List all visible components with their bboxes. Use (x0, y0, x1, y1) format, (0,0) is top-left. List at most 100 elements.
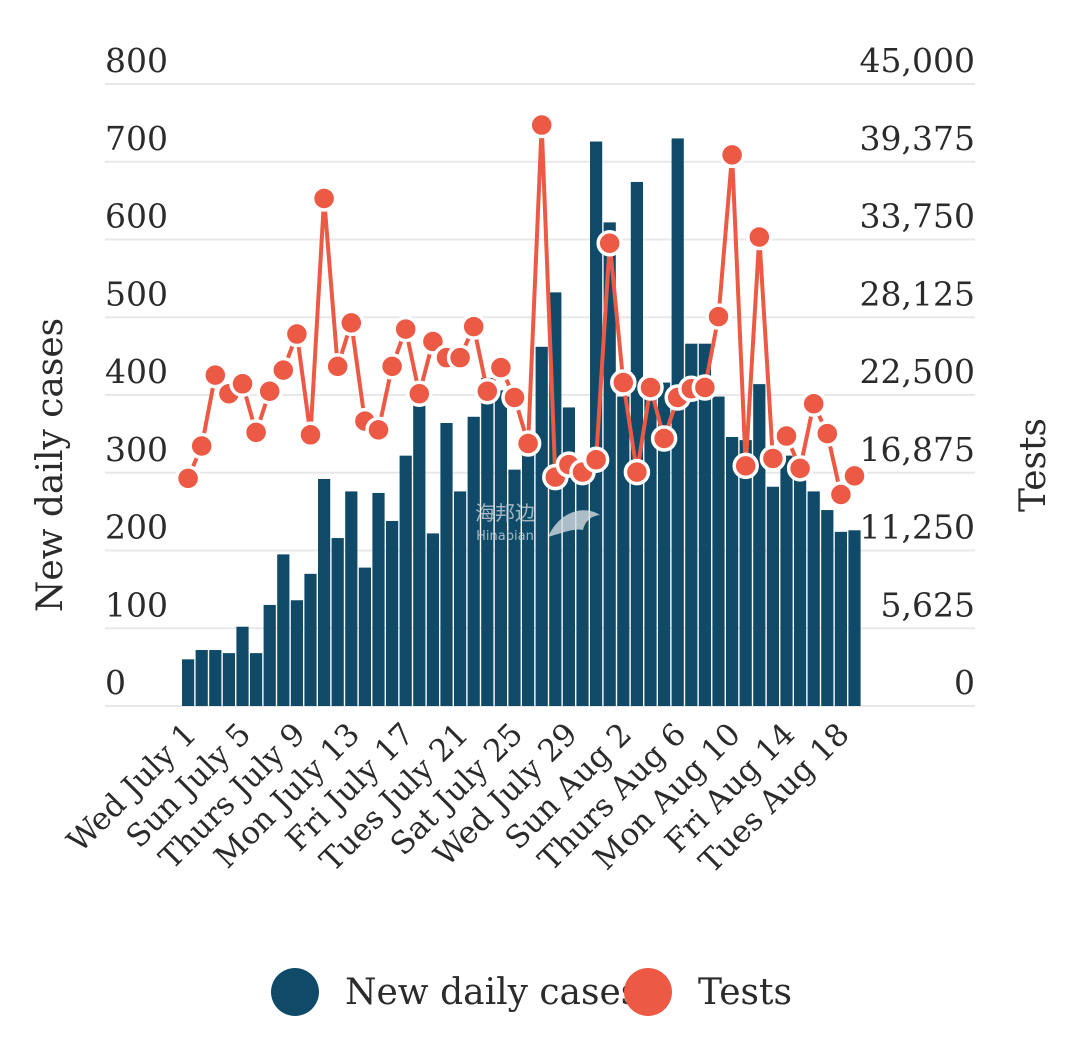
cases-bar (644, 379, 657, 706)
tests-point (514, 430, 542, 457)
watermark-line1: 海邦边 (475, 501, 535, 525)
tests-point (786, 455, 814, 482)
y-right-tick-label: 22,500 (860, 352, 975, 391)
tests-point (310, 185, 338, 212)
tests-point (718, 141, 746, 169)
y-left-tick-label: 800 (105, 41, 168, 80)
cases-bar (617, 396, 630, 706)
cases-bar (290, 600, 303, 706)
cases-bar (576, 471, 589, 706)
cases-bar (671, 138, 684, 707)
cases-bars (182, 138, 861, 707)
tests-point (297, 421, 324, 449)
y-axis-left-ticks: 800 700 600 500 400 300 200 100 0 (105, 41, 168, 702)
cases-bar (685, 343, 698, 706)
cases-bar (277, 554, 290, 706)
tests-point (637, 374, 664, 401)
cases-bar (222, 653, 235, 706)
cases-bar (182, 659, 195, 706)
cases-bar (821, 510, 834, 706)
tests-point (528, 111, 555, 139)
cases-bar (345, 491, 358, 706)
cases-bar (304, 573, 317, 706)
y-axis-right-title: Tests (1013, 418, 1054, 512)
cases-bar (603, 222, 616, 706)
tests-point (270, 356, 297, 384)
cases-bar (780, 455, 793, 706)
y-right-tick-label: 0 (954, 663, 975, 702)
tests-point (759, 445, 787, 472)
tests-point (800, 390, 827, 417)
tests-point (256, 378, 283, 405)
cases-bar (753, 384, 766, 706)
cases-bar (209, 650, 222, 706)
cases-bar (630, 181, 643, 707)
tests-point (596, 229, 623, 257)
tests-point (324, 353, 351, 380)
tests-point (174, 465, 202, 492)
tests-point (460, 313, 487, 340)
tests-point (841, 462, 868, 490)
cases-bar (807, 491, 820, 706)
tests-point (188, 432, 215, 460)
cases-bar (413, 385, 426, 706)
tests-point (732, 452, 759, 480)
cases-bar (535, 346, 548, 706)
cases-bar (454, 491, 467, 706)
tests-point (705, 303, 732, 330)
tests-point (827, 481, 855, 508)
watermark-bird-icon (548, 510, 600, 537)
legend: New daily cases Tests (271, 968, 792, 1016)
cases-bar (250, 653, 263, 706)
y-left-tick-label: 100 (105, 585, 168, 624)
tests-point (691, 374, 719, 401)
watermark: 海邦边 Hinabian (475, 501, 600, 544)
cases-bar (522, 435, 535, 706)
tests-point (406, 380, 433, 408)
tests-point (650, 425, 678, 452)
tests-point (623, 458, 651, 486)
tests-series-line (186, 123, 857, 497)
tests-point (501, 384, 528, 411)
y-right-tick-label: 28,125 (860, 274, 975, 313)
y-right-tick-label: 16,875 (860, 430, 975, 469)
tests-point (229, 370, 256, 398)
cases-bar (236, 626, 249, 706)
cases-bar (834, 531, 847, 706)
tests-point (202, 361, 229, 389)
y-left-tick-label: 400 (105, 352, 168, 391)
cases-bar (263, 604, 276, 706)
cases-bar (698, 343, 711, 706)
y-right-tick-label: 5,625 (881, 585, 975, 624)
y-right-tick-label: 11,250 (860, 508, 975, 547)
y-right-tick-label: 39,375 (860, 119, 975, 158)
cases-bar (766, 486, 779, 706)
tests-point (814, 420, 841, 447)
cases-bar (358, 567, 371, 706)
tests-point (378, 353, 406, 380)
y-right-tick-label: 33,750 (860, 197, 975, 236)
cases-bar (494, 390, 507, 706)
cases-bar (848, 530, 861, 706)
legend-label-tests: Tests (698, 972, 792, 1013)
tests-point (610, 369, 637, 396)
tests-point (392, 315, 419, 343)
cases-bar (426, 533, 439, 706)
cases-bar (399, 455, 412, 706)
y-left-tick-label: 300 (105, 430, 168, 469)
cases-bar (440, 422, 453, 706)
tests-point (474, 378, 501, 405)
tests-line (174, 111, 868, 508)
tests-point (746, 223, 773, 251)
cases-bar (739, 440, 752, 706)
cases-bar (481, 377, 494, 706)
tests-point (773, 422, 800, 450)
cases-bar (794, 468, 807, 706)
cases-bar (590, 141, 603, 706)
y-axis-left-title: New daily cases (30, 318, 71, 612)
tests-point (487, 354, 515, 381)
cases-bar (658, 382, 671, 706)
watermark-line2: Hinabian (476, 529, 534, 544)
